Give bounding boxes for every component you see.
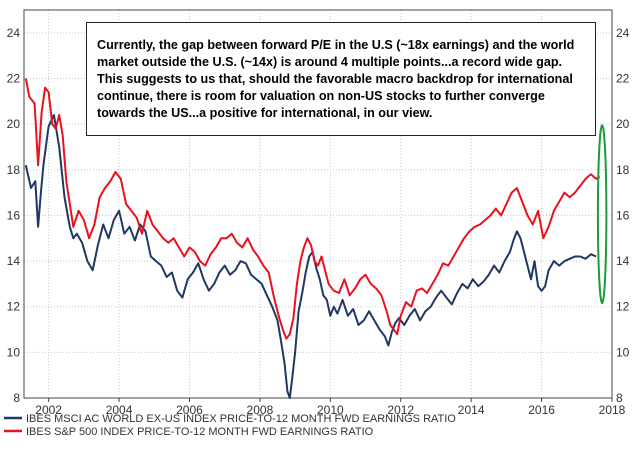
y-tick-label-left: 16: [7, 208, 21, 222]
y-tick-label-left: 22: [7, 71, 21, 85]
y-axis-left: 8 10 12 14 16 18 20 22 24: [7, 26, 21, 405]
x-tick-label: 2012: [387, 403, 414, 417]
y-tick-label-left: 12: [7, 300, 21, 314]
x-tick-label: 2010: [317, 403, 344, 417]
x-tick-label: 2006: [176, 403, 203, 417]
y-tick-label-left: 20: [7, 117, 21, 131]
series-layer: [24, 78, 601, 399]
annotation-box: Currently, the gap between forward P/E i…: [86, 22, 596, 136]
legend: IBES MSCI AC WORLD EX-US INDEX PRICE-TO-…: [4, 413, 456, 438]
x-tick-label: 2018: [599, 403, 626, 417]
plot-frame: [23, 9, 613, 399]
x-tick-label: 2002: [35, 403, 62, 417]
y-tick-label-right: 24: [616, 26, 630, 40]
y-tick-label-left: 10: [7, 345, 21, 359]
y-tick-label-left: 24: [7, 26, 21, 40]
legend-label-0: IBES MSCI AC WORLD EX-US INDEX PRICE-TO-…: [26, 413, 456, 425]
x-tick-label: 2014: [458, 403, 485, 417]
y-tick-label-right: 22: [616, 71, 630, 85]
annotation-text: Currently, the gap between forward P/E i…: [97, 38, 575, 120]
x-tick-label: 2016: [528, 403, 555, 417]
y-tick-label-right: 8: [616, 391, 623, 405]
y-tick-label-left: 14: [7, 254, 21, 268]
x-axis: 2002 2004 2006 2008 2010 2012 2014 2016 2018: [35, 398, 626, 417]
y-tick-label-right: 20: [616, 117, 630, 131]
y-axis-right: 8 10 12 14 16 18 20 22 24: [616, 26, 630, 405]
y-tick-label-right: 16: [616, 208, 630, 222]
y-tick-label-left: 18: [7, 163, 21, 177]
x-tick-label: 2008: [247, 403, 274, 417]
y-tick-label-right: 12: [616, 300, 630, 314]
legend-label-1: IBES S&P 500 INDEX PRICE-TO-12 MONTH FWD…: [26, 426, 374, 438]
x-tick-label: 2004: [106, 403, 133, 417]
y-tick-label-right: 10: [616, 345, 630, 359]
highlight-ellipse: [596, 124, 608, 305]
y-tick-label-right: 18: [616, 163, 630, 177]
series-line-1: [24, 78, 601, 340]
y-tick-label-left: 8: [13, 391, 20, 405]
y-tick-label-right: 14: [616, 254, 630, 268]
